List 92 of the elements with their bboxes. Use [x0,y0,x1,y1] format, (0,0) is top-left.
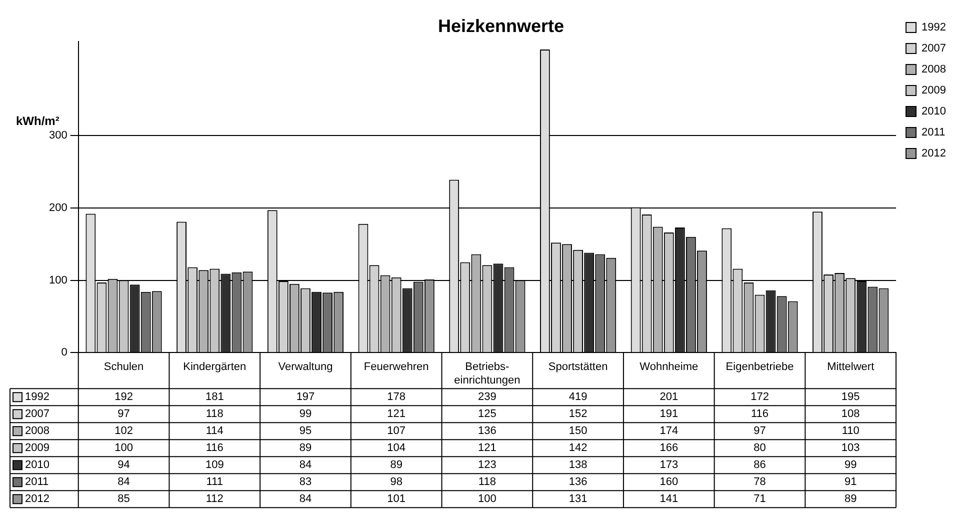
data-label: 121 [387,408,406,420]
data-label: 123 [478,459,496,472]
data-label: 84 [299,459,312,472]
text: 2009 [922,84,946,97]
data-label: 197 [296,391,315,404]
data-label: 84 [118,476,130,488]
legend-label: 2009 [25,442,50,454]
data-label: 89 [299,442,312,454]
data-label: 112 [206,493,224,506]
data-label: 125 [478,408,496,420]
data-label: 71 [754,493,766,506]
data-label: 191 [660,408,678,420]
data-label: 108 [841,408,860,420]
data-label: 172 [750,391,769,404]
data-label: 131 [568,493,588,506]
legend-label: 2011 [922,126,946,139]
data-label: 83 [299,476,312,488]
data-label: 98 [390,476,402,488]
data-label: 91 [844,476,857,488]
data-label: 178 [387,391,406,404]
data-label: 121 [478,442,496,454]
data-label: 100 [478,493,496,506]
data-label: 181 [205,391,224,404]
data-label: 99 [299,408,312,420]
data-label: 85 [118,493,130,506]
data-label: 142 [568,442,588,454]
data-label: 103 [841,442,860,454]
data-label: 101 [387,493,406,506]
x-tick-label: Betriebs- einrichtungen [454,361,520,386]
data-label: 160 [660,476,678,488]
legend-label: 1992 [25,391,50,404]
text: 2008 [922,64,946,76]
x-tick-label: Mittelwert [827,361,874,374]
data-label: 109 [205,459,224,472]
data-label: 136 [478,425,496,438]
legend-label: 2012 [922,148,946,160]
data-label: 110 [842,425,860,438]
data-label: 138 [568,459,588,472]
legend-label: 2010 [922,106,946,118]
x-tick-label: Eigenbetriebe [726,361,794,374]
text: 1992 [922,22,946,34]
data-label: 195 [841,391,860,404]
data-label: 84 [299,493,312,506]
data-label: 89 [390,459,402,472]
data-label: 99 [844,459,857,472]
x-tick-label: Verwaltung [278,361,333,374]
data-label: 97 [754,425,766,438]
data-label: 152 [568,408,588,420]
data-label: 111 [206,476,223,488]
data-label: 80 [754,442,766,454]
data-label: 166 [660,442,678,454]
data-label: 192 [114,391,133,404]
data-label: 94 [118,459,130,472]
data-label: 104 [387,442,406,454]
data-label: 118 [478,476,496,488]
data-label: 97 [118,408,130,420]
x-tick-label: Schulen [104,361,144,374]
data-label: 100 [114,442,133,454]
legend-label: 2008 [25,425,50,438]
data-label: 239 [478,391,496,404]
y-tick-label: 0 [61,346,68,359]
text: 2011 [25,476,49,488]
y-tick-label: 100 [48,274,68,286]
data-label: 116 [206,442,224,454]
data-label: 419 [568,391,588,404]
data-label: 136 [568,476,588,488]
text: 2012 [25,493,50,506]
data-label: 78 [754,476,766,488]
data-label: 141 [660,493,678,506]
data-label: 116 [750,408,769,420]
data-label: 173 [660,459,678,472]
y-tick-label: 200 [48,202,68,214]
data-label: 95 [299,425,312,438]
data-label: 114 [206,425,224,438]
x-tick-label: Feuerwehren [364,361,429,374]
data-label: 174 [660,425,678,438]
data-label: 107 [387,425,406,438]
text: 2007 [922,42,946,55]
data-label: 150 [568,425,588,438]
x-tick-label: Wohnheime [640,361,698,374]
data-label: 89 [844,493,857,506]
data-label: 86 [754,459,766,472]
text: 2010 [25,459,50,472]
data-label: 201 [660,391,678,404]
x-tick-label: Kindergärten [183,361,246,374]
data-label: 102 [114,425,133,438]
y-axis-title: kWh/m² [16,114,60,128]
legend-label: 2007 [25,408,50,420]
chart-title: Heizkennwerte [438,16,564,36]
data-label: 118 [206,408,224,420]
x-tick-label: Sportstätten [548,361,608,374]
y-tick-label: 300 [48,130,68,142]
